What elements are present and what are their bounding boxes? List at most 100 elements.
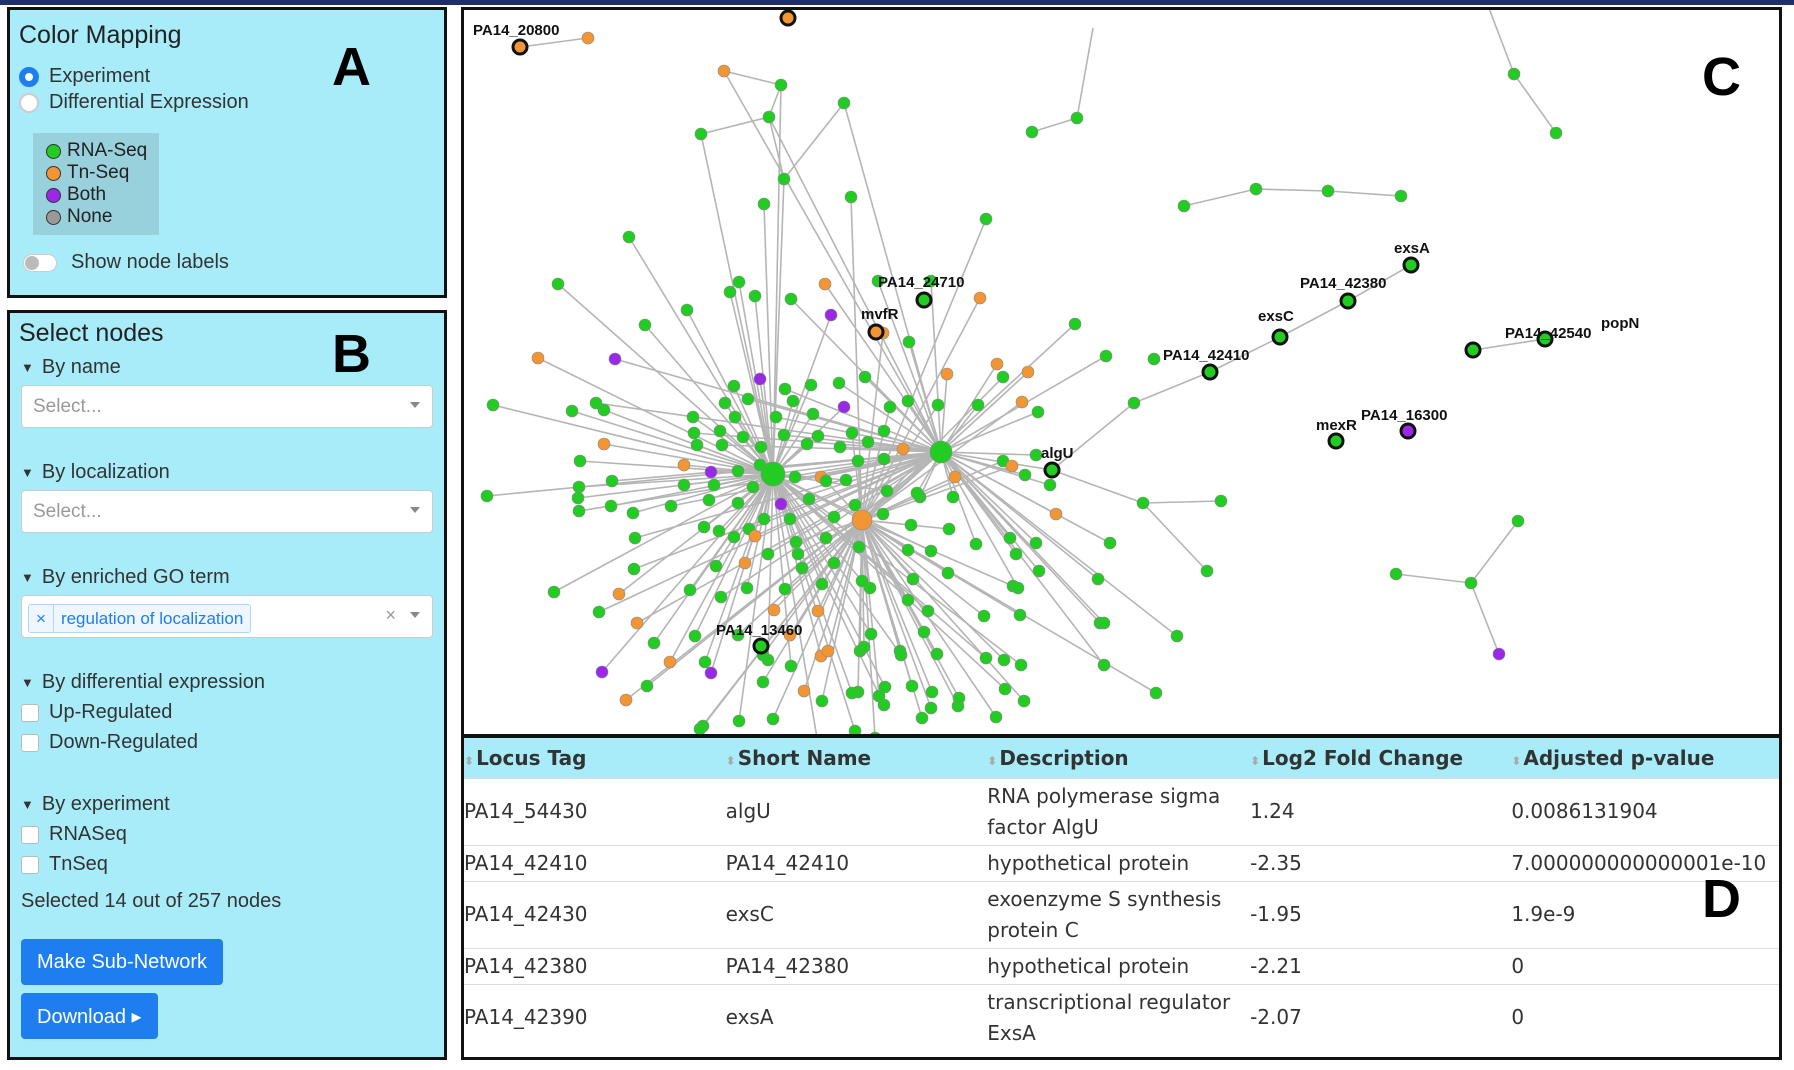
network-node[interactable] (573, 454, 587, 468)
network-node[interactable] (697, 520, 711, 534)
network-node[interactable] (1091, 572, 1105, 586)
network-node[interactable] (871, 274, 885, 288)
network-node[interactable] (896, 442, 910, 456)
network-node[interactable] (851, 509, 873, 531)
network-node[interactable] (1103, 536, 1117, 550)
network-node[interactable] (1536, 330, 1554, 348)
network-node[interactable] (677, 458, 691, 472)
network-node[interactable] (977, 609, 991, 623)
network-node[interactable] (767, 603, 781, 617)
network-node[interactable] (973, 291, 987, 305)
network-node[interactable] (971, 398, 985, 412)
network-node[interactable] (581, 31, 595, 45)
network-node[interactable] (1097, 658, 1111, 672)
network-node[interactable] (901, 394, 915, 408)
sort-icon[interactable]: ⬍ (725, 753, 736, 768)
network-node[interactable] (1399, 422, 1417, 440)
network-node[interactable] (1249, 182, 1263, 196)
network-node[interactable] (731, 496, 745, 510)
network-node[interactable] (867, 323, 885, 341)
network-node[interactable] (1049, 507, 1063, 521)
network-node[interactable] (597, 437, 611, 451)
network-node[interactable] (704, 666, 718, 680)
network-node[interactable] (877, 452, 891, 466)
network-node[interactable] (1511, 514, 1525, 528)
network-node[interactable] (753, 372, 767, 386)
network-node[interactable] (551, 277, 565, 291)
checkbox-icon[interactable] (21, 733, 39, 752)
network-node[interactable] (797, 684, 811, 698)
network-node[interactable] (802, 492, 816, 506)
network-node[interactable] (1549, 126, 1563, 140)
network-node[interactable] (789, 535, 803, 549)
network-node[interactable] (998, 682, 1012, 696)
network-node[interactable] (604, 499, 618, 513)
network-node[interactable] (924, 544, 938, 558)
network-node[interactable] (915, 291, 933, 309)
make-subnetwork-button[interactable]: Make Sub-Network (21, 939, 224, 985)
network-node[interactable] (589, 396, 603, 410)
network-node[interactable] (1170, 629, 1184, 643)
network-node[interactable] (690, 438, 704, 452)
network-node[interactable] (704, 465, 718, 479)
network-node[interactable] (628, 531, 642, 545)
sort-icon[interactable]: ⬍ (1511, 753, 1522, 768)
network-node[interactable] (1032, 564, 1046, 578)
network-node[interactable] (1018, 468, 1032, 482)
network-node[interactable] (848, 724, 862, 737)
network-node[interactable] (698, 655, 712, 669)
network-node[interactable] (727, 530, 741, 544)
column-header-adj-pvalue[interactable]: ⬍ Adjusted p-value (1511, 738, 1779, 778)
network-node[interactable] (851, 454, 865, 468)
network-node[interactable] (640, 679, 654, 693)
network-node[interactable] (788, 470, 802, 484)
network-node[interactable] (683, 583, 697, 597)
clear-icon[interactable]: × (385, 605, 396, 625)
network-node[interactable] (572, 480, 586, 494)
network-node[interactable] (663, 655, 677, 669)
network-node[interactable] (774, 497, 788, 511)
network-node[interactable] (627, 562, 641, 576)
network-node[interactable] (861, 435, 875, 449)
network-node[interactable] (694, 127, 708, 141)
network-node[interactable] (748, 529, 762, 543)
network-node[interactable] (800, 437, 814, 451)
down-regulated-checkbox[interactable]: Down-Regulated (21, 731, 198, 754)
network-node[interactable] (746, 480, 760, 494)
network-node[interactable] (731, 628, 745, 642)
network-node[interactable] (783, 628, 797, 642)
table-row[interactable]: PA14_42430 exsC exoenzyme S synthesis prot… (464, 880, 1779, 948)
network-node[interactable] (1136, 496, 1150, 510)
network-node[interactable] (756, 675, 770, 689)
network-node[interactable] (946, 490, 960, 504)
network-node[interactable] (707, 478, 721, 492)
network-node[interactable] (592, 605, 606, 619)
network-graph-panel[interactable]: PA14_20800 PA14_24710 mvfR exsA PA14_42380 ex… (461, 7, 1782, 737)
rnaseq-checkbox[interactable]: RNASeq (21, 823, 127, 846)
by-experiment-section[interactable]: ▼ By experiment (21, 793, 170, 816)
network-node[interactable] (630, 616, 644, 630)
network-node[interactable] (1003, 531, 1017, 545)
network-node[interactable] (844, 190, 858, 204)
network-node[interactable] (1021, 365, 1035, 379)
network-node[interactable] (915, 711, 929, 725)
network-node[interactable] (760, 461, 786, 487)
radio-experiment[interactable]: Experiment (19, 65, 150, 88)
network-node[interactable] (595, 665, 609, 679)
table-row[interactable]: PA14_54430 algU RNA polymerase sigma facto… (464, 777, 1779, 845)
network-node[interactable] (677, 478, 691, 492)
network-node[interactable] (713, 424, 727, 438)
network-node[interactable] (997, 653, 1011, 667)
network-node[interactable] (714, 590, 728, 604)
network-node[interactable] (931, 398, 945, 412)
network-node[interactable] (1177, 199, 1191, 213)
network-node[interactable] (940, 367, 954, 381)
network-node[interactable] (819, 531, 833, 545)
network-node[interactable] (778, 582, 792, 596)
network-node[interactable] (738, 556, 752, 570)
localization-select[interactable]: Select... (21, 490, 433, 533)
network-node[interactable] (839, 473, 853, 487)
tnseq-checkbox[interactable]: TnSeq (21, 853, 108, 876)
network-node[interactable] (752, 637, 770, 655)
up-regulated-checkbox[interactable]: Up-Regulated (21, 701, 172, 724)
